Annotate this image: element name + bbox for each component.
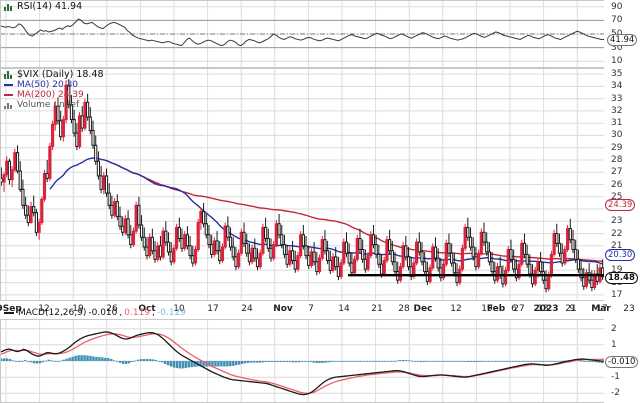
macd-hist-value: -0.129 xyxy=(156,308,186,318)
macd-tick-neg2: -2 xyxy=(611,388,620,398)
price-legend: $VIX (Daily) 18.48 MA(50) 20.30 MA(200) … xyxy=(4,70,104,110)
ma200-label: MA(200) 24.39 xyxy=(17,90,84,100)
macd-swatch-icon xyxy=(4,312,14,314)
x-tick-26: 26 xyxy=(106,304,118,314)
price-tick-28: 28 xyxy=(611,155,623,165)
price-tick-30: 30 xyxy=(611,130,623,140)
volume-bars-icon xyxy=(4,101,13,109)
price-tick-29: 29 xyxy=(611,143,623,153)
x-tick-21: 21 xyxy=(565,304,577,314)
price-tick-27: 27 xyxy=(611,167,623,177)
rsi-tick-10: 10 xyxy=(611,56,623,66)
rsi-panel: RSI(14) 41.94 907050301041.94 xyxy=(0,0,640,68)
macd-value: -0.010 xyxy=(88,308,118,318)
volume-label: Volume undef xyxy=(17,100,80,110)
x-tick-2023: 2023 xyxy=(533,304,559,314)
rsi-plot xyxy=(0,0,604,68)
macd-tick-1: 1 xyxy=(611,340,617,350)
price-tick-32: 32 xyxy=(611,106,623,116)
x-tick-Oct: Oct xyxy=(138,304,156,314)
macd-tick-neg1: -1 xyxy=(611,372,620,382)
candlestick-icon xyxy=(4,71,13,79)
price-tick-22: 22 xyxy=(611,229,623,239)
x-tick-28: 28 xyxy=(398,304,410,314)
rsi-value-pill: 41.94 xyxy=(607,34,638,46)
x-tick-Dec: Dec xyxy=(413,304,433,314)
last-price-pill: 18.48 xyxy=(605,272,638,284)
price-tick-19: 19 xyxy=(611,265,623,275)
x-tick-6: 6 xyxy=(511,304,517,314)
x-tick-21: 21 xyxy=(371,304,383,314)
ma50-value-pill: 20.30 xyxy=(605,249,636,261)
x-tick-29Sep: 29Sep xyxy=(0,304,22,314)
x-tick-7: 7 xyxy=(308,304,314,314)
x-tick-Nov: Nov xyxy=(273,304,293,314)
macd-value-pill: -0.010 xyxy=(605,356,639,368)
ma50-swatch-icon xyxy=(4,84,13,86)
ma200-value-pill: 24.39 xyxy=(605,199,636,211)
x-tick-9: 9 xyxy=(569,304,575,314)
macd-tick-2: 2 xyxy=(611,324,617,334)
price-tick-31: 31 xyxy=(611,118,623,128)
x-tick-10: 10 xyxy=(173,304,185,314)
rsi-label: RSI(14) 41.94 xyxy=(17,1,83,12)
price-y-axis: 3534333231302928272625242322212019181724… xyxy=(604,68,640,301)
x-tick-27: 27 xyxy=(513,304,525,314)
x-tick-12: 12 xyxy=(38,304,50,314)
x-tick-13: 13 xyxy=(537,304,549,314)
price-tick-25: 25 xyxy=(611,192,623,202)
price-plot xyxy=(0,68,604,301)
x-tick-19: 19 xyxy=(72,304,84,314)
x-tick-Feb: Feb xyxy=(486,304,506,314)
rsi-legend: RSI(14) 41.94 xyxy=(4,2,82,12)
x-tick-14: 14 xyxy=(338,304,350,314)
price-tick-23: 23 xyxy=(611,216,623,226)
ma200-swatch-icon xyxy=(4,94,13,96)
rsi-tick-30: 30 xyxy=(611,43,623,53)
rsi-y-axis: 907050301041.94 xyxy=(604,0,640,68)
price-tick-33: 33 xyxy=(611,94,623,104)
x-tick-17: 17 xyxy=(207,304,219,314)
macd-legend: MACD(12,26,9) -0.010, 0.119, -0.129 xyxy=(4,308,186,318)
x-tick-23: 23 xyxy=(623,304,635,314)
macd-y-axis: 210-1-2-0.010 xyxy=(604,319,640,403)
rsi-tick-70: 70 xyxy=(611,15,623,25)
price-panel: $VIX (Daily) 18.48 MA(50) 20.30 MA(200) … xyxy=(0,68,640,301)
x-tick-24: 24 xyxy=(241,304,253,314)
macd-plot xyxy=(0,319,604,403)
x-tick-17: 17 xyxy=(596,304,608,314)
macd-panel: MACD(12,26,9) -0.010, 0.119, -0.129 210-… xyxy=(0,308,640,403)
price-tick-35: 35 xyxy=(611,69,623,79)
price-tick-21: 21 xyxy=(611,241,623,251)
indicator-icon xyxy=(4,3,13,11)
x-tick-12: 12 xyxy=(450,304,462,314)
price-tick-34: 34 xyxy=(611,81,623,91)
x-tick-Mar: Mar xyxy=(591,304,611,314)
x-tick-19: 19 xyxy=(481,304,493,314)
macd-signal-value: 0.119 xyxy=(124,308,151,318)
price-title: $VIX (Daily) 18.48 xyxy=(17,69,104,80)
ma50-label: MA(50) 20.30 xyxy=(17,80,79,90)
macd-label: MACD(12,26,9) xyxy=(18,308,87,318)
price-tick-17: 17 xyxy=(611,290,623,300)
rsi-tick-90: 90 xyxy=(611,2,623,12)
price-tick-26: 26 xyxy=(611,180,623,190)
